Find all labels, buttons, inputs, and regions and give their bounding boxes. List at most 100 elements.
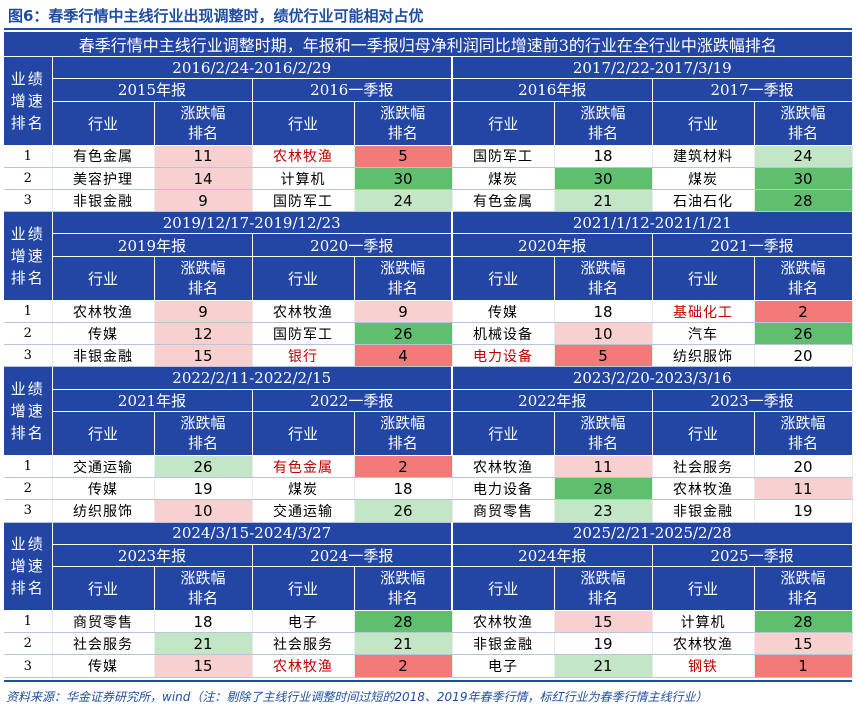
report-q1: 2022一季报 xyxy=(252,389,453,412)
industry-name: 石油石化 xyxy=(652,189,755,213)
change-rank-header: 涨跌幅 排名 xyxy=(554,566,653,612)
change-rank-header-top: 涨跌幅 xyxy=(580,104,626,123)
table-row: 2 传媒 12 国防军工 26 机械设备 10 汽车 26 xyxy=(4,322,853,346)
growth-rank: 1 xyxy=(4,145,53,168)
ranking-table: 春季行情中主线行业调整时期，年报和一季报归母净利润同比增速前3的行业在全行业中涨… xyxy=(4,32,853,678)
change-rank-header-bottom: 排名 xyxy=(387,589,418,608)
report-q1: 2021一季报 xyxy=(652,233,853,257)
change-rank-value: 2 xyxy=(754,300,853,324)
table-row: 2 社会服务 21 社会服务 21 非银金融 19 农林牧渔 15 xyxy=(4,632,853,656)
industry-name: 农林牧渔 xyxy=(652,477,755,501)
industry-name: 农林牧渔 xyxy=(252,654,355,678)
change-rank-value: 30 xyxy=(754,167,853,191)
change-rank-header-bottom: 排名 xyxy=(587,279,618,298)
change-rank-value: 23 xyxy=(554,499,653,523)
industry-name: 非银金融 xyxy=(652,499,755,523)
period-date-range: 2017/2/22-2017/3/19 xyxy=(452,56,853,80)
industry-name: 农林牧渔 xyxy=(252,145,355,168)
industry-header: 行业 xyxy=(652,566,755,612)
change-rank-header-bottom: 排名 xyxy=(788,279,819,298)
ranking-table-body: 春季行情中主线行业调整时期，年报和一季报归母净利润同比增速前3的行业在全行业中涨… xyxy=(4,32,853,678)
table-row: 3 非银金融 9 国防军工 24 有色金属 21 石油石化 28 xyxy=(4,189,853,213)
industry-name: 社会服务 xyxy=(652,455,755,479)
industry-header: 行业 xyxy=(652,411,755,457)
change-rank-header-top: 涨跌幅 xyxy=(780,104,826,123)
growth-rank: 1 xyxy=(4,300,53,324)
rank-header-line: 增速 xyxy=(10,557,45,576)
growth-rank: 1 xyxy=(4,455,53,479)
industry-header: 行业 xyxy=(52,566,155,612)
report-type-row: 2015年报 2016一季报 2016年报 2017一季报 xyxy=(4,78,853,102)
change-rank-value: 9 xyxy=(154,300,253,324)
rank-header-line: 业绩 xyxy=(10,380,45,399)
change-rank-header-bottom: 排名 xyxy=(187,279,218,298)
report-annual: 2016年报 xyxy=(452,78,653,102)
period-date-range: 2019/12/17-2019/12/23 xyxy=(52,211,453,235)
report-annual: 2020年报 xyxy=(452,233,653,257)
industry-name: 非银金融 xyxy=(52,344,155,368)
change-rank-header: 涨跌幅 排名 xyxy=(154,101,253,146)
report-annual: 2022年报 xyxy=(452,389,653,412)
change-rank-value: 26 xyxy=(754,322,853,346)
change-rank-value: 19 xyxy=(154,477,253,501)
industry-name: 农林牧渔 xyxy=(452,455,555,479)
industry-name: 煤炭 xyxy=(252,477,355,501)
change-rank-value: 20 xyxy=(754,455,853,479)
rank-header: 业绩 增速 排名 xyxy=(4,211,53,301)
report-q1: 2023一季报 xyxy=(652,389,853,412)
growth-rank: 3 xyxy=(4,189,53,213)
change-rank-header-bottom: 排名 xyxy=(187,124,218,143)
change-rank-value: 21 xyxy=(154,632,253,656)
table-title: 春季行情中主线行业调整时期，年报和一季报归母净利润同比增速前3的行业在全行业中涨… xyxy=(4,32,853,58)
period-date-range: 2016/2/24-2016/2/29 xyxy=(52,56,453,80)
report-type-row: 2021年报 2022一季报 2022年报 2023一季报 xyxy=(4,389,853,412)
change-rank-value: 14 xyxy=(154,167,253,191)
change-rank-header: 涨跌幅 排名 xyxy=(754,256,853,301)
period-date-row: 业绩 增速 排名 2016/2/24-2016/2/29 2017/2/22-2017/… xyxy=(4,56,853,146)
industry-header: 行业 xyxy=(252,101,355,146)
table-row: 3 非银金融 15 银行 4 电力设备 5 纺织服饰 20 xyxy=(4,344,853,368)
table-row: 2 美容护理 14 计算机 30 煤炭 30 煤炭 30 xyxy=(4,167,853,191)
report-q1: 2020一季报 xyxy=(252,233,453,257)
period-date-row: 业绩 增速 排名 2024/3/15-2024/3/27 2025/2/21-2025/… xyxy=(4,522,853,612)
change-rank-header-bottom: 排名 xyxy=(187,434,218,453)
change-rank-value: 11 xyxy=(554,455,653,479)
rank-header-line: 排名 xyxy=(10,269,45,288)
change-rank-value: 30 xyxy=(354,167,453,191)
industry-header: 行业 xyxy=(452,101,555,146)
industry-name: 传媒 xyxy=(452,300,555,324)
rank-header-line: 排名 xyxy=(10,114,45,132)
growth-rank: 3 xyxy=(4,654,53,678)
change-rank-header: 涨跌幅 排名 xyxy=(354,411,453,457)
industry-header: 行业 xyxy=(252,256,355,301)
industry-name: 钢铁 xyxy=(652,654,755,678)
report-type-row: 2019年报 2020一季报 2020年报 2021一季报 xyxy=(4,233,853,257)
change-rank-header: 涨跌幅 排名 xyxy=(754,101,853,146)
change-rank-header-bottom: 排名 xyxy=(187,589,218,608)
change-rank-value: 11 xyxy=(154,145,253,168)
industry-header: 行业 xyxy=(452,411,555,457)
rank-header-line: 增速 xyxy=(10,402,45,421)
change-rank-value: 9 xyxy=(154,189,253,213)
rank-header-line: 业绩 xyxy=(10,535,45,554)
change-rank-header-top: 涨跌幅 xyxy=(780,414,826,433)
growth-rank: 2 xyxy=(4,632,53,656)
industry-name: 纺织服饰 xyxy=(652,344,755,368)
growth-rank: 3 xyxy=(4,499,53,523)
change-rank-header-top: 涨跌幅 xyxy=(380,259,426,278)
industry-name: 社会服务 xyxy=(52,632,155,656)
change-rank-value: 28 xyxy=(754,189,853,213)
change-rank-header-top: 涨跌幅 xyxy=(580,569,626,588)
period-date-range: 2022/2/11-2022/2/15 xyxy=(52,366,453,390)
change-rank-value: 21 xyxy=(554,189,653,213)
report-q1: 2016一季报 xyxy=(252,78,453,102)
change-rank-header-bottom: 排名 xyxy=(587,124,618,143)
rank-header-line: 业绩 xyxy=(10,225,45,244)
industry-name: 商贸零售 xyxy=(52,610,155,634)
change-rank-value: 15 xyxy=(154,344,253,368)
change-rank-header: 涨跌幅 排名 xyxy=(354,101,453,146)
table-row: 2 传媒 19 煤炭 18 电力设备 28 农林牧渔 11 xyxy=(4,477,853,501)
period-date-range: 2021/1/12-2021/1/21 xyxy=(452,211,853,235)
change-rank-header: 涨跌幅 排名 xyxy=(554,101,653,146)
change-rank-header: 涨跌幅 排名 xyxy=(754,566,853,612)
